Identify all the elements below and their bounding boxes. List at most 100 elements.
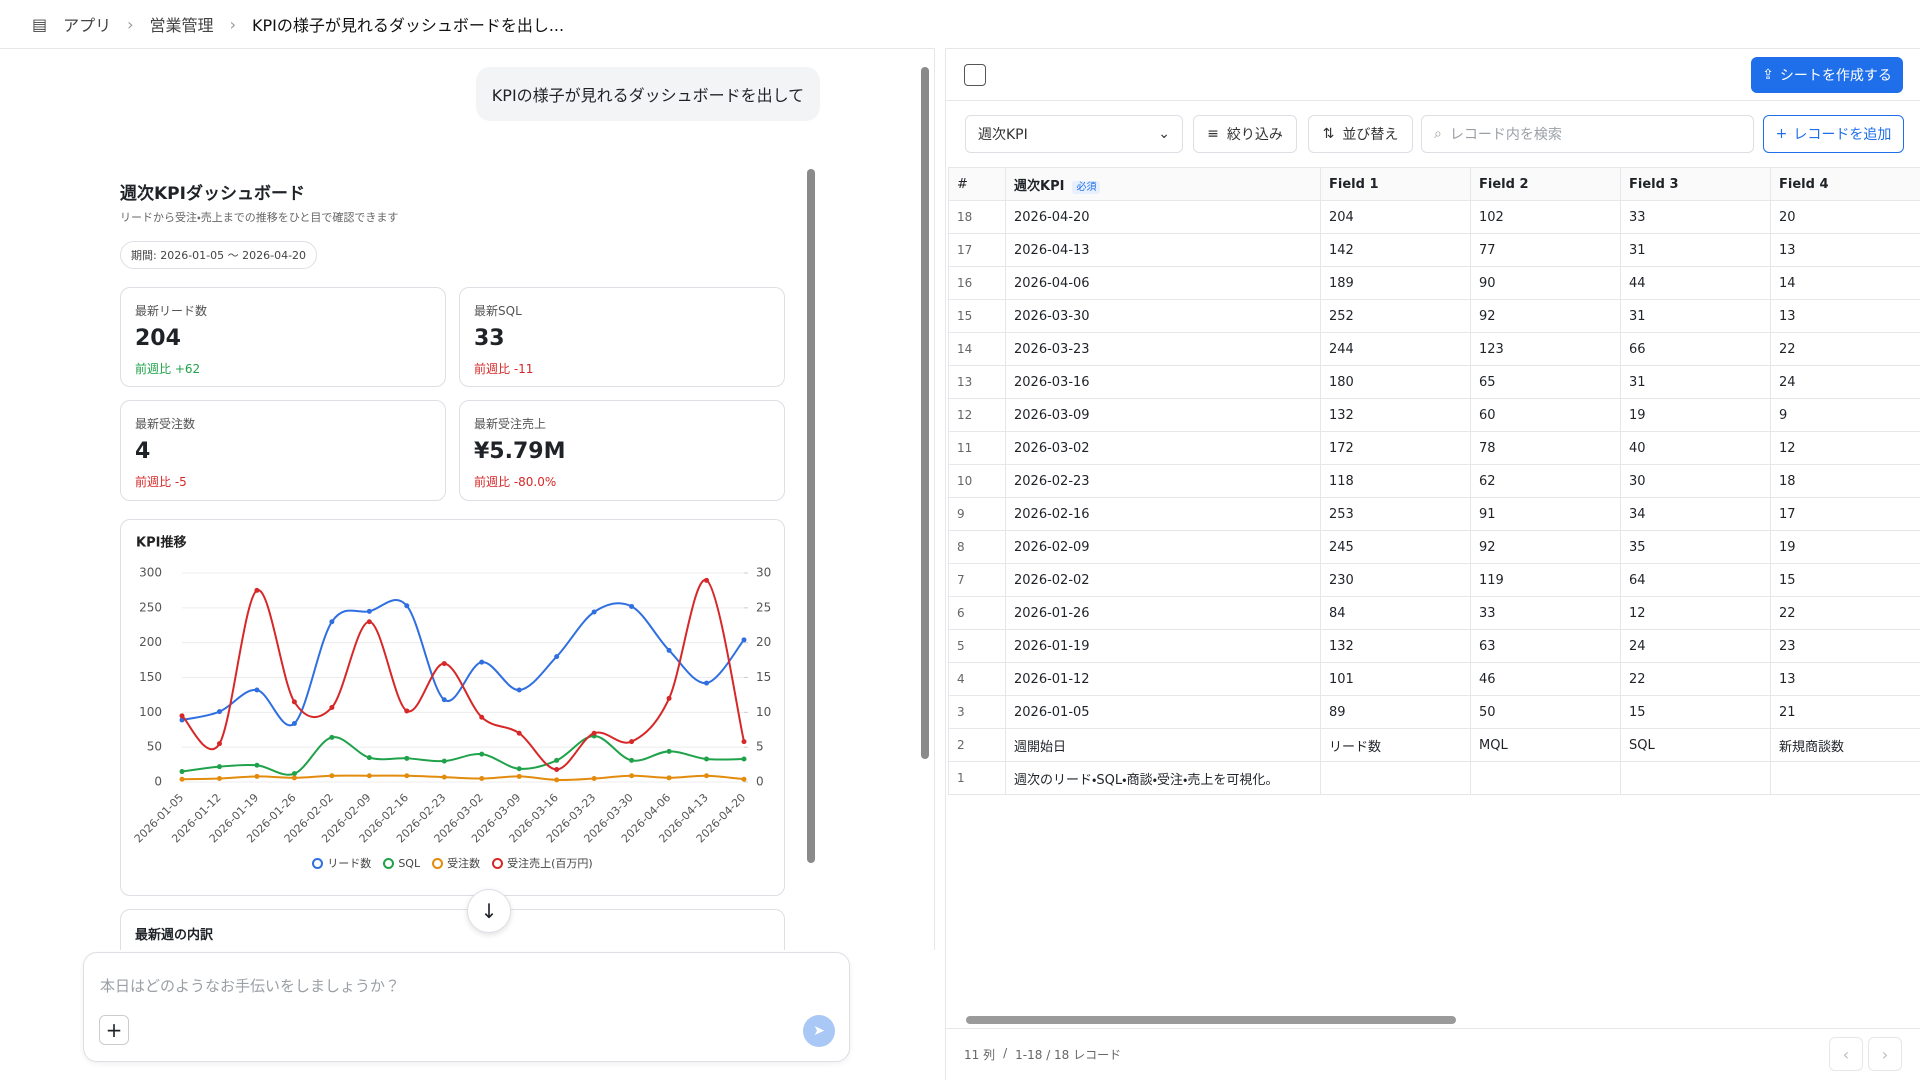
separator: / bbox=[1003, 1046, 1008, 1060]
records-table: # 週次KPI 必須 Field 1 Field 2 Field 3 Field 4 18 20… bbox=[948, 167, 1920, 795]
send-button[interactable]: ➤ bbox=[803, 1015, 835, 1047]
cell-text: 18 bbox=[1779, 473, 1796, 489]
data-point bbox=[404, 708, 410, 714]
attach-button[interactable]: + bbox=[99, 1015, 129, 1045]
sort-button[interactable]: ⇅ 並び替え bbox=[1308, 115, 1413, 153]
cell-text: 11 bbox=[957, 441, 973, 455]
cell: 253 bbox=[1320, 497, 1471, 531]
cell-text: 12 bbox=[1629, 605, 1646, 621]
h-scrollbar[interactable] bbox=[966, 1016, 1456, 1024]
cell-text: 9 bbox=[1779, 407, 1788, 423]
button-label: シートを作成する bbox=[1779, 68, 1892, 84]
data-point bbox=[366, 608, 372, 614]
cell-text: 5 bbox=[957, 639, 965, 653]
add-record-button[interactable]: + レコードを追加 bbox=[1763, 115, 1904, 153]
data-point bbox=[704, 773, 710, 779]
cell-text: 15 bbox=[1629, 704, 1646, 720]
inner-scrollbar[interactable] bbox=[807, 169, 815, 863]
record-row: 2 週開始日 リード数 MQL SQL 新規商談数 bbox=[948, 728, 1920, 762]
cell: 60 bbox=[1470, 398, 1621, 432]
data-point bbox=[254, 687, 260, 693]
cell: 週開始日 bbox=[1005, 728, 1321, 762]
cell-text: 2026-01-26 bbox=[1014, 605, 1090, 621]
cell-text: 13 bbox=[957, 375, 973, 389]
panel-toggle[interactable] bbox=[964, 64, 986, 86]
cell-text: 60 bbox=[1479, 407, 1496, 423]
data-point bbox=[479, 714, 485, 720]
cell-text: 2026-02-23 bbox=[1014, 473, 1090, 489]
cell-text: 91 bbox=[1479, 506, 1496, 522]
cell-text: 77 bbox=[1479, 242, 1496, 258]
data-point bbox=[591, 730, 597, 736]
record-row: 7 2026-02-02 230 119 64 15 bbox=[948, 563, 1920, 597]
cell-text: 33 bbox=[1629, 209, 1646, 225]
column-name: # bbox=[957, 176, 968, 192]
data-point bbox=[666, 775, 672, 781]
cell: MQL bbox=[1470, 728, 1621, 762]
chat-input[interactable]: 本日はどのようなお手伝いをしましょうか？ + ➤ bbox=[83, 952, 850, 1062]
cell-text: 78 bbox=[1479, 440, 1496, 456]
cell: 245 bbox=[1320, 530, 1471, 564]
filter-button[interactable]: ≡ 絞り込み bbox=[1193, 115, 1297, 153]
cell: 34 bbox=[1620, 497, 1771, 531]
icon: ⌕ bbox=[1434, 126, 1442, 142]
cell: 66 bbox=[1620, 332, 1771, 366]
cell: 16 bbox=[948, 266, 1006, 300]
cell: 15 bbox=[948, 299, 1006, 333]
cell-text: 週開始日 bbox=[1014, 739, 1067, 755]
data-point bbox=[216, 709, 222, 715]
cell: 142 bbox=[1320, 233, 1471, 267]
y-tick-label: 250 bbox=[139, 600, 162, 614]
record-count: 1-18 / 18 レコード bbox=[1015, 1048, 1122, 1062]
cell-text: 19 bbox=[1779, 539, 1796, 555]
y-tick-label: 200 bbox=[139, 635, 162, 649]
cell: 31 bbox=[1620, 233, 1771, 267]
placeholder: レコード内を検索 bbox=[1449, 127, 1562, 143]
cell: 6 bbox=[948, 596, 1006, 630]
cell: 20 bbox=[1770, 200, 1920, 234]
column-name: 週次KPI bbox=[1014, 178, 1065, 194]
data-point bbox=[629, 739, 635, 745]
cell-text: 245 bbox=[1329, 539, 1354, 555]
cell: 14 bbox=[1770, 266, 1920, 300]
y2-tick-label: 15 bbox=[756, 670, 771, 684]
cell: 12 bbox=[1770, 431, 1920, 465]
cell bbox=[1770, 761, 1920, 795]
cell: 1 bbox=[948, 761, 1006, 795]
create-sheet-button[interactable]: ⇪ シートを作成する bbox=[1751, 57, 1903, 93]
cell: 12 bbox=[948, 398, 1006, 432]
cell-text: 18 bbox=[957, 210, 973, 224]
sheet-panel: ⇪ シートを作成する 週次KPI ⌄ ≡ 絞り込み ⇅ 並び替え ⌕ レコード内を検索 +… bbox=[945, 48, 1920, 1080]
data-point bbox=[516, 730, 522, 736]
cell-text: 2026-02-09 bbox=[1014, 539, 1090, 555]
cell: 33 bbox=[1620, 200, 1771, 234]
cell-text: 24 bbox=[1779, 374, 1796, 390]
view-select[interactable]: 週次KPI ⌄ bbox=[965, 115, 1183, 153]
data-point bbox=[591, 609, 597, 615]
cell-text: 33 bbox=[1479, 605, 1496, 621]
kpi-delta: 前週比 -5 bbox=[135, 475, 187, 489]
cell-text: 10 bbox=[957, 474, 973, 488]
panel-scrollbar[interactable] bbox=[921, 67, 929, 759]
cell: 9 bbox=[948, 497, 1006, 531]
cell: 78 bbox=[1470, 431, 1621, 465]
cell-text: 7 bbox=[957, 573, 965, 587]
crumb-item[interactable]: 営業管理 bbox=[149, 16, 214, 35]
data-point bbox=[216, 764, 222, 770]
cell: 172 bbox=[1320, 431, 1471, 465]
cell: 21 bbox=[1770, 695, 1920, 729]
column-header: 週次KPI 必須 bbox=[1005, 167, 1321, 201]
crumb-item[interactable]: アプリ bbox=[63, 16, 112, 35]
next-page[interactable]: › bbox=[1868, 1037, 1902, 1071]
cell-text: 2026-03-16 bbox=[1014, 374, 1090, 390]
search-input[interactable]: ⌕ レコード内を検索 bbox=[1421, 115, 1754, 153]
scroll-down-button[interactable]: ↓ bbox=[467, 889, 511, 933]
cell: 11 bbox=[948, 431, 1006, 465]
cell: 31 bbox=[1620, 299, 1771, 333]
sheet-footer: 11 列 / 1-18 / 18 レコード bbox=[964, 1046, 1121, 1063]
prev-page[interactable]: ‹ bbox=[1829, 1037, 1863, 1071]
series-line bbox=[181, 774, 745, 781]
data-point bbox=[179, 717, 185, 723]
cell: 2026-03-02 bbox=[1005, 431, 1321, 465]
